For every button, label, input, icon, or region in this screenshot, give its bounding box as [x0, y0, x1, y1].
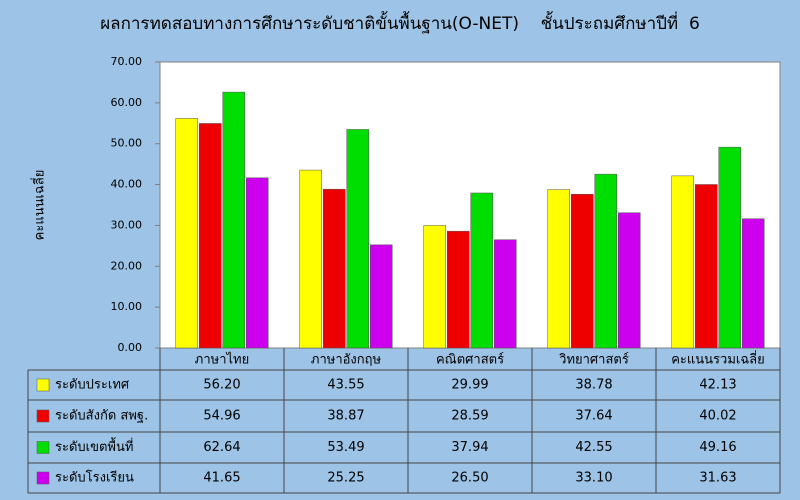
- x-tick-label: ภาษาไทย: [195, 352, 249, 368]
- bar: [718, 146, 741, 349]
- y-tick-label: 30.00: [111, 218, 143, 231]
- y-axis-label: คะแนนเฉลี่ย: [31, 170, 48, 241]
- table-value: 33.10: [575, 471, 612, 486]
- x-tick-label: คณิตศาสตร์: [436, 352, 504, 368]
- table-value: 56.20: [203, 378, 240, 393]
- table-value: 62.64: [203, 440, 240, 455]
- bar: [470, 192, 493, 349]
- x-tick-label: ภาษาอังกฤษ: [311, 353, 382, 368]
- table-value: 43.55: [327, 378, 364, 393]
- bar: [246, 177, 269, 349]
- bar: [695, 184, 718, 349]
- bar: [594, 173, 617, 349]
- bar: [222, 91, 245, 349]
- bar: [571, 193, 594, 349]
- legend-label: ระดับโรงเรียน: [55, 470, 134, 486]
- x-tick-label: วิทยาศาสตร์: [558, 352, 628, 368]
- legend-swatch: [36, 441, 50, 454]
- y-tick-label: 0.00: [118, 341, 143, 354]
- table-value: 42.13: [699, 378, 736, 393]
- x-tick-label: คะแนนรวมเฉลี่ย: [671, 351, 765, 368]
- chart-title: ผลการทดสอบทางการศึกษาระดับชาติขั้นพื้นฐา…: [100, 11, 700, 34]
- table-value: 41.65: [203, 471, 240, 486]
- bar: [742, 218, 765, 349]
- y-tick-label: 70.00: [111, 55, 143, 68]
- bar: [547, 189, 570, 349]
- table-value: 37.94: [451, 440, 488, 455]
- y-tick-label: 10.00: [111, 300, 143, 313]
- legend-label: ระดับเขตพื้นที่: [55, 437, 133, 455]
- legend-label: ระดับประเทศ: [55, 378, 130, 393]
- table-value: 53.49: [327, 440, 364, 455]
- bar: [323, 188, 346, 349]
- table-value: 38.87: [327, 409, 364, 424]
- bar: [370, 244, 393, 349]
- table-value: 42.55: [575, 440, 612, 455]
- table-value: 26.50: [451, 471, 488, 486]
- bar: [346, 129, 369, 349]
- bar: [671, 175, 694, 349]
- legend-label: ระดับสังกัด สพฐ.: [55, 409, 148, 424]
- bar: [618, 212, 641, 349]
- table-value: 38.78: [575, 378, 612, 393]
- table-value: 40.02: [699, 409, 736, 424]
- table-value: 25.25: [327, 471, 364, 486]
- table-value: 29.99: [451, 378, 488, 393]
- bar: [199, 123, 222, 349]
- table-value: 31.63: [699, 471, 736, 486]
- legend-swatch: [36, 409, 50, 423]
- bar: [423, 225, 446, 349]
- legend-swatch: [36, 378, 50, 392]
- table-value: 28.59: [451, 409, 488, 424]
- y-tick-label: 50.00: [111, 137, 143, 150]
- table-value: 37.64: [575, 409, 612, 424]
- bar: [299, 169, 322, 349]
- bar: [494, 239, 517, 349]
- y-tick-label: 60.00: [111, 96, 143, 109]
- bar: [175, 118, 198, 349]
- legend-swatch: [36, 471, 50, 485]
- bar: [447, 230, 470, 349]
- y-tick-label: 20.00: [111, 259, 143, 272]
- table-value: 49.16: [699, 440, 736, 455]
- y-tick-label: 40.00: [111, 178, 143, 191]
- table-value: 54.96: [203, 409, 240, 424]
